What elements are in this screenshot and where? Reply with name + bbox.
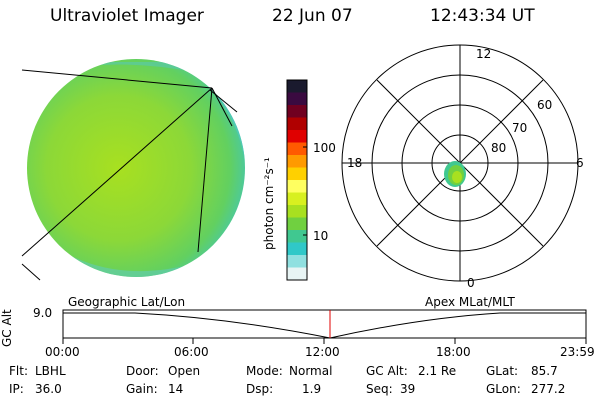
glat-label: GLat: xyxy=(486,364,519,378)
polar-lat-80: 80 xyxy=(491,141,507,155)
gain-label: Gain: xyxy=(126,382,158,396)
polar-hour-12: 12 xyxy=(476,47,492,61)
gcalt-value: 2.1 Re xyxy=(418,364,457,378)
colorbar-tick-100: 100 xyxy=(313,141,336,155)
auroral-oval xyxy=(444,161,466,187)
colorbar-label: photon cm⁻²s⁻¹ xyxy=(262,157,276,250)
color-bar-segment xyxy=(287,180,307,193)
glon-label: GLon: xyxy=(486,382,521,396)
polar-lat-70: 70 xyxy=(512,121,528,135)
ip-label: IP: xyxy=(9,382,24,396)
mode-value: Normal xyxy=(289,364,333,378)
timeline-left-label: Geographic Lat/Lon xyxy=(68,295,186,309)
color-bar xyxy=(286,79,308,281)
color-bar-segment xyxy=(287,192,307,206)
earth-image xyxy=(21,59,245,281)
color-bar-segment xyxy=(287,242,307,256)
timeline-ticks xyxy=(62,338,587,344)
door-value: Open xyxy=(168,364,201,378)
map-grid-lines xyxy=(21,69,238,281)
color-bar-segment xyxy=(287,80,307,93)
gcalt-label: GC Alt: xyxy=(366,364,408,378)
color-bar-segment xyxy=(287,105,307,118)
ip-value: 36.0 xyxy=(35,382,62,396)
filter-value: LBHL xyxy=(35,364,66,378)
color-bar-segment xyxy=(287,130,307,143)
filter-label: Flt: xyxy=(9,364,28,378)
altitude-timeline xyxy=(62,309,587,344)
color-bar-segment xyxy=(287,155,307,168)
timeline-xtick-0600: 06:00 xyxy=(174,345,209,359)
color-bar-segment xyxy=(287,217,307,231)
color-bar-segment xyxy=(287,205,307,218)
timeline-xtick-0000: 00:00 xyxy=(45,345,80,359)
seq-value: 39 xyxy=(400,382,416,396)
door-label: Door: xyxy=(126,364,159,378)
polar-hour-6: 6 xyxy=(576,156,584,170)
color-bar-segment xyxy=(287,267,307,281)
timeline-ytick: 9.0 xyxy=(33,306,53,320)
colorbar-tick-10: 10 xyxy=(313,229,329,243)
gain-value: 14 xyxy=(168,382,184,396)
polar-hour-0: 0 xyxy=(467,276,475,290)
dsp-value: 1.9 xyxy=(302,382,322,396)
timeline-xtick-1800: 18:00 xyxy=(436,345,471,359)
timeline-frame xyxy=(62,309,587,339)
timeline-xtick-2359: 23:59 xyxy=(560,345,595,359)
instrument-title: Ultraviolet Imager xyxy=(50,6,204,26)
polar-lat-60: 60 xyxy=(537,98,553,112)
timeline-right-label: Apex MLat/MLT xyxy=(425,295,515,309)
color-bar-frame xyxy=(286,79,308,281)
color-bar-segment xyxy=(287,255,307,268)
color-bar-segment xyxy=(287,167,307,181)
observation-time: 12:43:34 UT xyxy=(430,6,535,26)
seq-label: Seq: xyxy=(366,382,393,396)
glat-value: 85.7 xyxy=(531,364,558,378)
dsp-label: Dsp: xyxy=(246,382,274,396)
color-bar-segment xyxy=(287,92,307,106)
mode-label: Mode: xyxy=(246,364,283,378)
color-bar-segment xyxy=(287,142,307,156)
color-bar-segment xyxy=(287,117,307,131)
glon-value: 277.2 xyxy=(531,382,566,396)
observation-date: 22 Jun 07 xyxy=(272,6,353,26)
timeline-ylabel: GC Alt xyxy=(0,309,14,347)
polar-hour-18: 18 xyxy=(347,156,363,170)
color-bar-segment xyxy=(287,230,307,243)
timeline-xtick-1200: 12:00 xyxy=(305,345,340,359)
